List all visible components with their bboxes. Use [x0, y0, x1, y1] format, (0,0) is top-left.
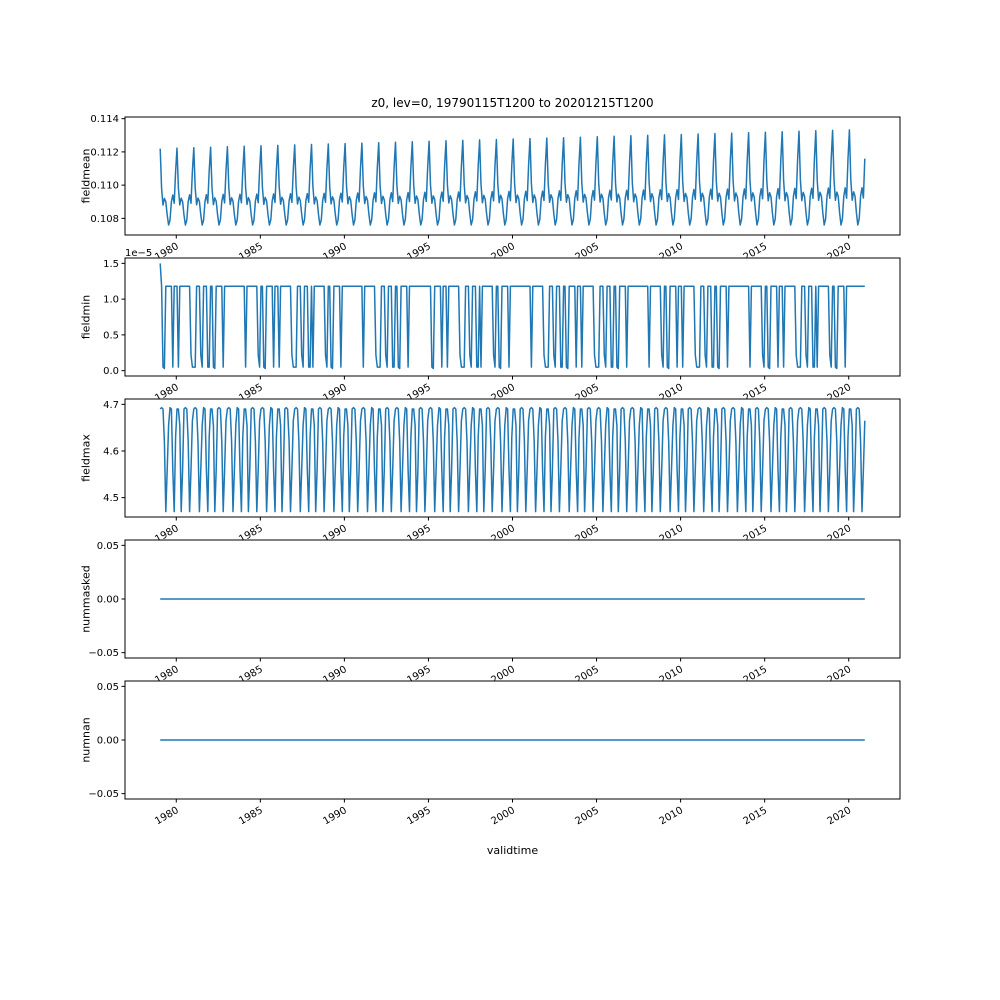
xtick-label: 1985	[237, 805, 265, 827]
line-fieldmin	[159, 263, 865, 370]
ytick-label: 4.6	[103, 447, 119, 458]
xtick-label: 2010	[658, 805, 686, 827]
xtick-label: 1980	[153, 805, 181, 827]
ylabel-fieldmean: fieldmean	[79, 148, 93, 204]
xtick-label: 2005	[574, 805, 602, 827]
y-axis-offset-text: 1e−5	[125, 248, 153, 259]
ytick-label: 0.0	[103, 366, 119, 377]
ytick-label: 0.05	[97, 682, 119, 693]
ytick-label: 0.112	[90, 147, 119, 158]
ytick-label: 0.114	[90, 114, 119, 125]
ylabel-fieldmin: fieldmin	[79, 294, 93, 340]
ytick-label: 4.7	[103, 400, 119, 411]
ytick-label: 0.05	[97, 541, 119, 552]
ylabel-nummasked: nummasked	[79, 565, 93, 633]
xtick-label: 1990	[321, 805, 349, 827]
subplot-numnan: −0.05 0.00 0.05 1980 1985 1990 1995 2000 2005 201…	[88, 680, 901, 827]
ytick-label: 4.5	[103, 493, 119, 504]
ytick-label: −0.05	[88, 648, 119, 659]
figure-title: z0, lev=0, 19790115T1200 to 20201215T120…	[371, 96, 654, 110]
ytick-label: 1.0	[103, 295, 119, 306]
ytick-label: −0.05	[88, 789, 119, 800]
ytick-label: 0.110	[90, 181, 119, 192]
ytick-label: 1.5	[103, 259, 119, 270]
xtick-label: 2000	[489, 805, 517, 827]
line-fieldmax	[159, 406, 866, 513]
ytick-label: 0.108	[90, 214, 119, 225]
xlabel-validtime: validtime	[486, 844, 539, 857]
xtick-label: 1995	[405, 805, 433, 827]
ylabel-fieldmax: fieldmax	[79, 434, 93, 482]
xtick-label: 2020	[826, 805, 854, 827]
ytick-label: 0.00	[97, 736, 119, 747]
xtick-label: 2015	[742, 805, 770, 827]
ytick-label: 0.00	[97, 595, 119, 606]
ytick-label: 0.5	[103, 330, 119, 341]
ylabel-numnan: numnan	[79, 717, 93, 763]
line-fieldmean	[159, 129, 866, 226]
